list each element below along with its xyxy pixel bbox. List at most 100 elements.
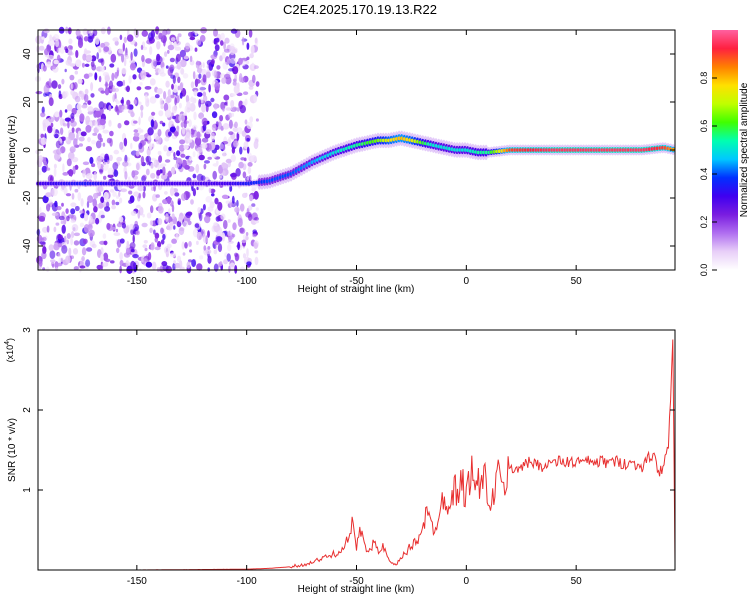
noise-speckle (167, 170, 172, 178)
noise-speckle (55, 262, 63, 267)
noise-speckle (229, 262, 235, 272)
noise-speckle (165, 65, 169, 69)
noise-speckle (136, 127, 142, 135)
noise-speckle (156, 53, 161, 62)
noise-speckle (146, 147, 151, 157)
noise-speckle (69, 74, 75, 81)
noise-speckle (113, 149, 120, 155)
noise-speckle (224, 101, 228, 106)
noise-speckle (49, 250, 56, 259)
noise-speckle (70, 120, 77, 127)
noise-speckle (196, 92, 203, 97)
noise-speckle (153, 229, 156, 235)
noise-speckle (104, 206, 111, 212)
noise-speckle (74, 205, 80, 212)
noise-speckle (207, 156, 212, 160)
noise-speckle (211, 193, 215, 197)
noise-speckle (116, 156, 123, 162)
noise-speckle (57, 252, 61, 258)
noise-speckle (169, 57, 175, 63)
noise-speckle (234, 73, 238, 83)
noise-speckle (85, 259, 91, 267)
noise-speckle (130, 210, 137, 216)
noise-speckle (163, 35, 167, 44)
noise-speckle (178, 227, 185, 236)
noise-speckle (102, 142, 106, 147)
noise-speckle (199, 212, 203, 222)
noise-speckle (93, 206, 98, 213)
noise-speckle (79, 210, 84, 214)
noise-speckle (180, 59, 187, 68)
noise-speckle (239, 146, 243, 155)
noise-speckle (185, 131, 191, 141)
noise-speckle (126, 34, 134, 42)
noise-speckle (242, 234, 247, 240)
noise-speckle (107, 174, 114, 179)
noise-speckle (70, 112, 75, 120)
noise-speckle (129, 59, 136, 64)
noise-speckle (230, 100, 235, 108)
noise-speckle (189, 36, 196, 41)
noise-speckle (115, 195, 120, 199)
noise-speckle (184, 105, 188, 114)
noise-speckle (166, 95, 172, 104)
noise-speckle (75, 28, 81, 37)
noise-speckle (231, 233, 236, 238)
noise-speckle (154, 232, 160, 239)
noise-speckle (223, 219, 228, 230)
noise-speckle (239, 73, 243, 83)
noise-speckle (78, 143, 83, 147)
noise-speckle (194, 30, 198, 36)
noise-speckle (155, 194, 160, 198)
noise-speckle (62, 172, 69, 176)
noise-speckle (108, 105, 112, 112)
noise-speckle (174, 192, 180, 197)
noise-speckle (41, 165, 47, 173)
noise-speckle (124, 120, 130, 126)
noise-speckle (93, 192, 99, 199)
snr-x-tick-label: -100 (237, 576, 257, 587)
spectrogram-y-tick-label: -40 (22, 238, 33, 253)
noise-speckle (118, 48, 124, 54)
noise-speckle (167, 89, 171, 97)
noise-speckle (252, 74, 256, 84)
noise-speckle (69, 146, 76, 153)
noise-speckle (171, 238, 178, 244)
noise-speckle (229, 199, 233, 208)
noise-speckle (254, 220, 260, 224)
noise-speckle (233, 123, 237, 128)
noise-speckle (84, 63, 90, 67)
noise-speckle (214, 44, 220, 52)
noise-speckle (221, 194, 229, 199)
noise-speckle (144, 94, 148, 102)
noise-speckle (156, 169, 161, 176)
noise-speckle (103, 46, 110, 52)
noise-speckle (219, 261, 223, 267)
noise-speckle (119, 141, 124, 150)
noise-speckle (222, 107, 225, 112)
noise-speckle (214, 197, 219, 205)
noise-speckle (223, 259, 228, 265)
noise-speckle (82, 168, 86, 178)
noise-speckle (122, 79, 126, 86)
noise-speckle (207, 255, 212, 264)
noise-speckle (196, 186, 199, 191)
noise-speckle (165, 213, 169, 223)
noise-speckle (208, 83, 211, 93)
noise-speckle (157, 128, 162, 137)
noise-speckle (73, 232, 80, 237)
noise-speckle (96, 124, 104, 131)
noise-speckle (83, 224, 90, 233)
noise-speckle (159, 72, 166, 77)
noise-speckle (109, 130, 114, 137)
noise-speckle (128, 190, 133, 195)
noise-speckle (249, 53, 254, 59)
noise-speckle (185, 95, 190, 103)
noise-speckle (45, 192, 52, 198)
noise-speckle (140, 110, 144, 119)
noise-speckle (251, 203, 256, 207)
noise-speckle (196, 263, 203, 271)
noise-speckle (194, 223, 200, 229)
noise-speckle (141, 30, 148, 37)
noise-speckle (203, 163, 207, 170)
